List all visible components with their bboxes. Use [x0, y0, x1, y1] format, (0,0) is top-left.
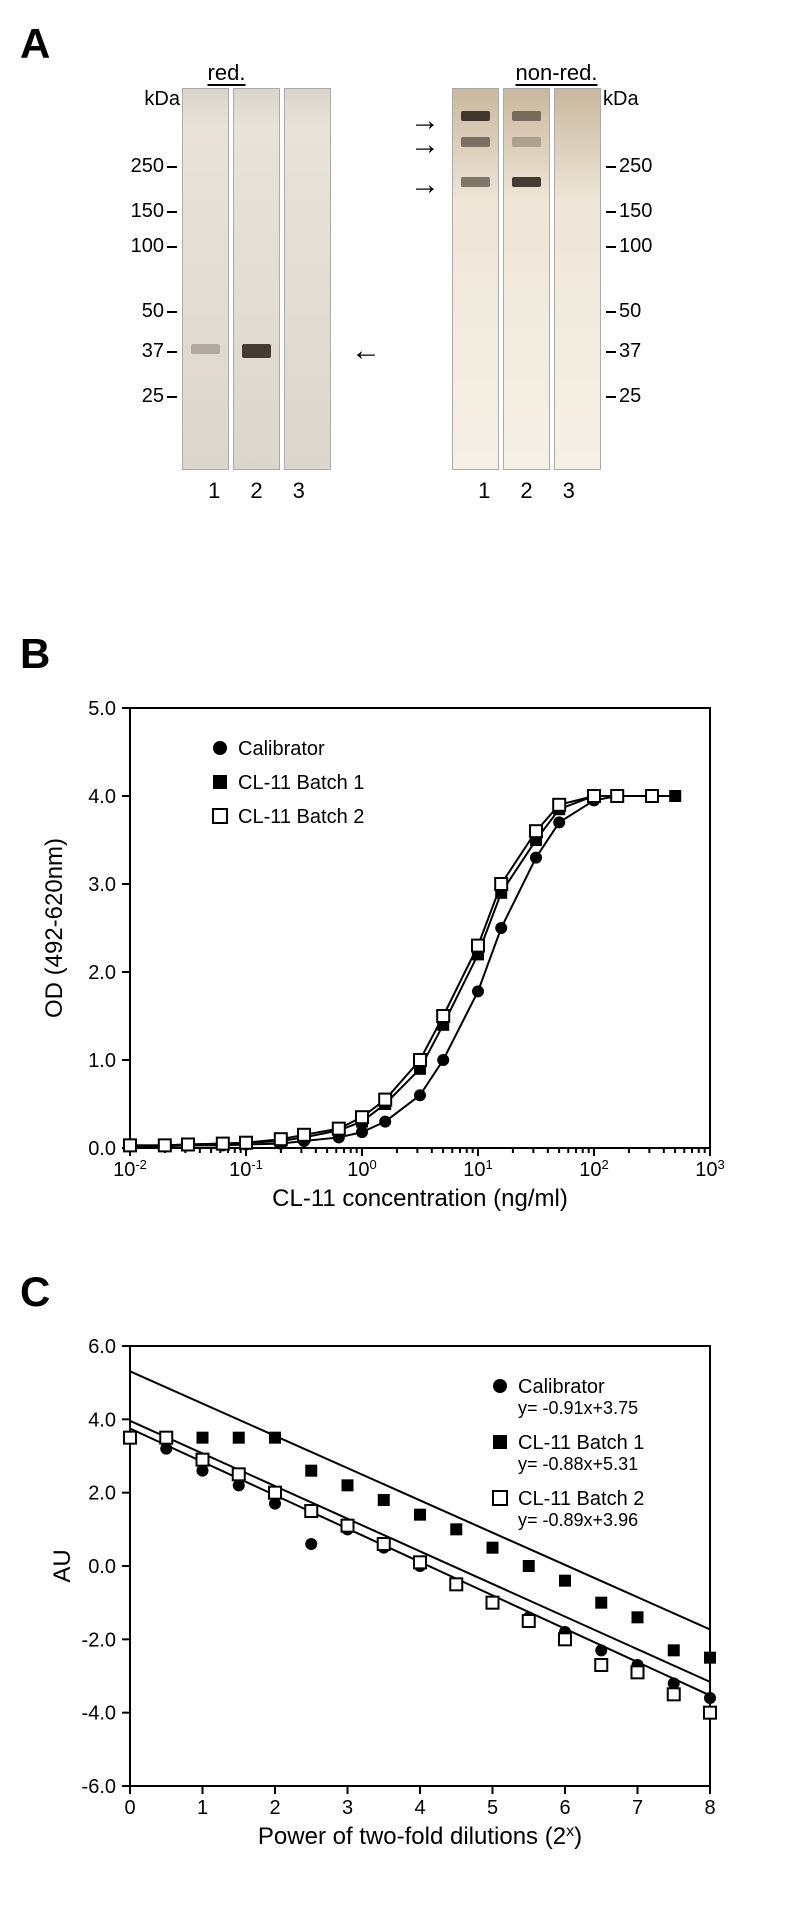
svg-text:2.0: 2.0 [88, 1483, 116, 1505]
svg-text:2.0: 2.0 [88, 962, 116, 984]
svg-text:0: 0 [124, 1797, 135, 1819]
mw-marker: 100 [131, 235, 180, 258]
lane-red-1 [182, 88, 229, 470]
svg-text:102: 102 [579, 1157, 608, 1182]
svg-text:2: 2 [269, 1797, 280, 1819]
condition-red: red. [120, 60, 333, 86]
svg-text:6: 6 [559, 1797, 570, 1819]
svg-text:6.0: 6.0 [88, 1336, 116, 1358]
svg-text:103: 103 [695, 1157, 724, 1182]
svg-text:CL-11 Batch 1: CL-11 Batch 1 [238, 772, 364, 794]
svg-text:y= -0.89x+3.96: y= -0.89x+3.96 [518, 1510, 638, 1530]
lane-num: 2 [250, 478, 262, 504]
arrow-icon: ← [351, 336, 381, 366]
svg-text:-4.0: -4.0 [82, 1703, 116, 1725]
mw-marker: 150 [131, 200, 180, 223]
panel-a-label: A [20, 20, 50, 68]
panel-b: B 0.0 1.0 2.0 3.0 4.0 5.0 10-2 10-1 100 101 102 103… [20, 630, 767, 1238]
mw-marker: 100 [603, 235, 652, 258]
mw-marker: 50 [142, 300, 180, 323]
mw-marker: 250 [603, 155, 652, 178]
svg-text:4.0: 4.0 [88, 786, 116, 808]
svg-text:3.0: 3.0 [88, 874, 116, 896]
chart-c-svg: -6.0 -4.0 -2.0 0.0 2.0 4.0 6.0 0 1 2 3 4 5 6 7 8 Power o… [20, 1316, 740, 1876]
svg-text:-2.0: -2.0 [82, 1629, 116, 1651]
condition-nonred: non-red. [450, 60, 663, 86]
blot-nonreducing: non-red. → → → [450, 60, 663, 504]
svg-text:Calibrator: Calibrator [238, 738, 325, 760]
svg-text:101: 101 [463, 1157, 492, 1182]
kda-label-left: kDa [120, 88, 180, 111]
svg-text:Calibrator: Calibrator [518, 1376, 605, 1398]
mw-marker: 37 [603, 340, 641, 363]
mw-right-col: kDa 250 150 100 50 37 25 [603, 88, 663, 495]
chart-b-svg: 0.0 1.0 2.0 3.0 4.0 5.0 10-2 10-1 100 101 102 103 CL… [20, 678, 740, 1238]
svg-text:CL-11 concentration (ng/ml): CL-11 concentration (ng/ml) [272, 1185, 568, 1212]
kda-label-right: kDa [603, 88, 663, 111]
svg-text:CL-11 Batch 1: CL-11 Batch 1 [518, 1432, 644, 1454]
lane-nonred-1 [452, 88, 499, 470]
svg-text:CL-11 Batch 2: CL-11 Batch 2 [518, 1488, 644, 1510]
svg-text:10-2: 10-2 [113, 1157, 147, 1182]
svg-text:CL-11 Batch 2: CL-11 Batch 2 [238, 806, 364, 828]
mw-marker: 25 [142, 385, 180, 408]
lane-num: 1 [478, 478, 490, 504]
svg-text:0.0: 0.0 [88, 1556, 116, 1578]
svg-text:Power of two-fold dilutions (2: Power of two-fold dilutions (2x) [258, 1823, 582, 1851]
mw-marker: 150 [603, 200, 652, 223]
svg-text:5.0: 5.0 [88, 698, 116, 720]
lane-num: 1 [208, 478, 220, 504]
svg-text:5: 5 [487, 1797, 498, 1819]
svg-text:3: 3 [342, 1797, 353, 1819]
lane-red-2 [233, 88, 280, 470]
panel-a: A red. kDa 250150100503725 1 2 3 ← [20, 20, 767, 600]
svg-text:-6.0: -6.0 [82, 1776, 116, 1798]
svg-text:y= -0.88x+5.31: y= -0.88x+5.31 [518, 1454, 638, 1474]
svg-text:10-1: 10-1 [229, 1157, 263, 1182]
arrow-icon: → [410, 130, 440, 160]
svg-text:1: 1 [197, 1797, 208, 1819]
arrow-icon: → [410, 170, 440, 200]
lane-nonred-2 [503, 88, 550, 470]
blot-reducing: red. kDa 250150100503725 1 2 3 ← [120, 60, 333, 504]
lane-num: 2 [520, 478, 532, 504]
mw-marker: 37 [142, 340, 180, 363]
svg-text:OD (492-620nm): OD (492-620nm) [41, 838, 68, 1018]
svg-text:y= -0.91x+3.75: y= -0.91x+3.75 [518, 1398, 638, 1418]
panel-b-label: B [20, 630, 767, 678]
lane-num: 3 [563, 478, 575, 504]
svg-text:4: 4 [414, 1797, 425, 1819]
svg-text:1.0: 1.0 [88, 1050, 116, 1072]
panel-c-label: C [20, 1268, 767, 1316]
svg-text:100: 100 [347, 1157, 376, 1182]
mw-marker: 50 [603, 300, 641, 323]
mw-marker: 250 [131, 155, 180, 178]
lane-red-3 [284, 88, 331, 470]
lane-num: 3 [293, 478, 305, 504]
mw-marker: 25 [603, 385, 641, 408]
svg-text:7: 7 [632, 1797, 643, 1819]
svg-text:0.0: 0.0 [88, 1138, 116, 1160]
mw-left-col: kDa 250 150 100 50 37 25 [120, 88, 180, 495]
panel-c: C -6.0 -4.0 -2.0 0.0 2.0 4.0 6.0 0 1 2 3 4 5 6 7 8 Power… [20, 1268, 767, 1876]
svg-text:8: 8 [704, 1797, 715, 1819]
svg-text:4.0: 4.0 [88, 1409, 116, 1431]
lane-nonred-3 [554, 88, 601, 470]
svg-text:AU: AU [49, 1549, 76, 1582]
